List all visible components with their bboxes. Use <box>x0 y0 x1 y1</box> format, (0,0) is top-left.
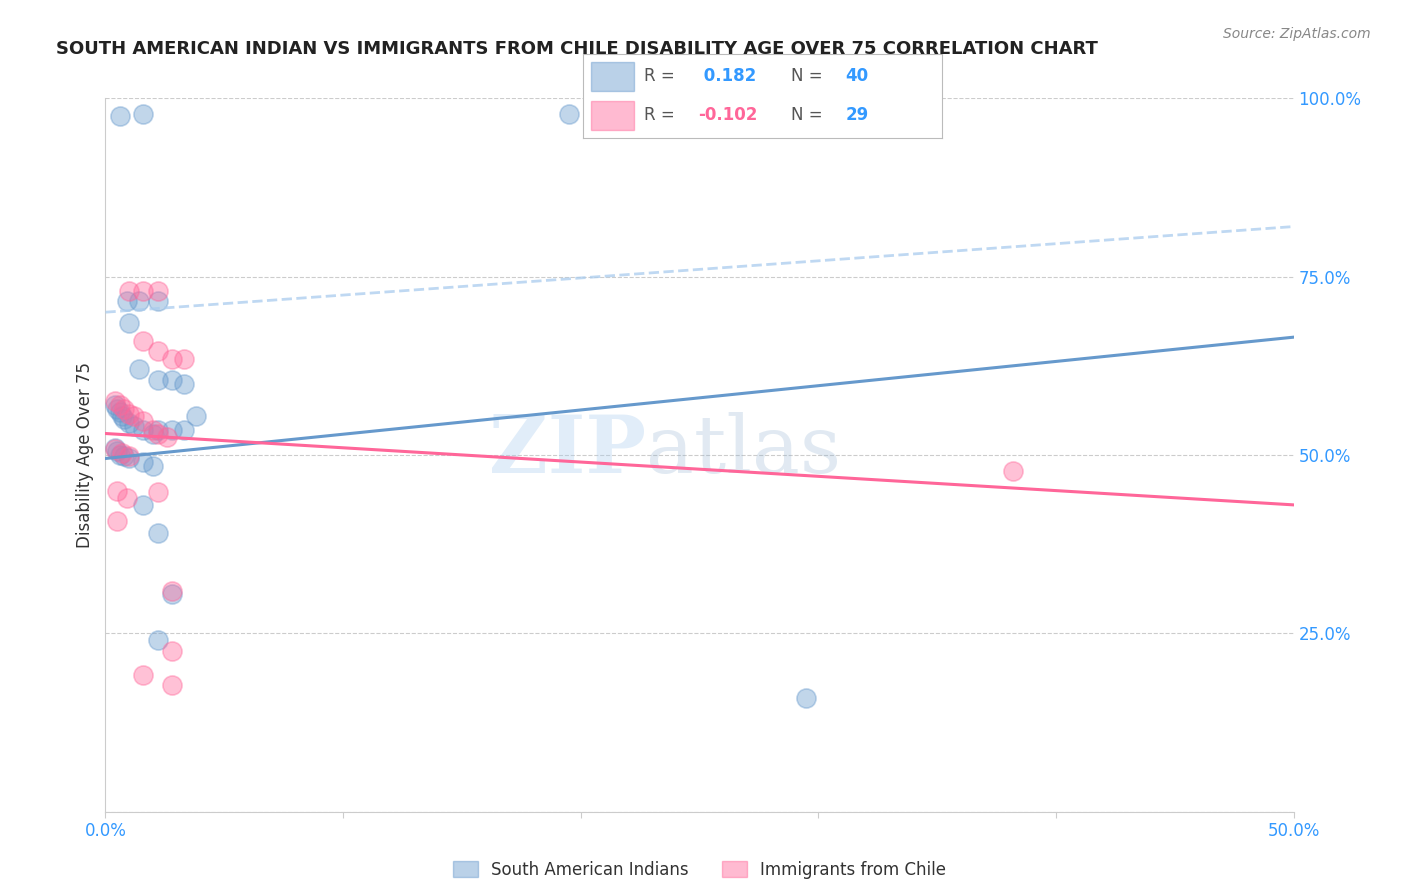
Text: -0.102: -0.102 <box>699 106 758 124</box>
Text: N =: N = <box>792 68 828 86</box>
Point <box>118 316 141 330</box>
Point <box>111 409 134 423</box>
Point <box>142 458 165 473</box>
Bar <box>591 101 634 130</box>
Point <box>108 109 131 123</box>
Point <box>108 398 131 412</box>
Point <box>146 485 169 500</box>
Point <box>118 284 141 298</box>
Point <box>105 401 128 416</box>
Point <box>184 409 207 423</box>
Point <box>160 423 183 437</box>
Point <box>142 423 165 437</box>
Point <box>558 107 581 121</box>
Point <box>122 409 145 423</box>
Point <box>114 412 136 426</box>
Text: 0.182: 0.182 <box>699 68 756 86</box>
Point <box>132 423 155 437</box>
Point <box>160 587 183 601</box>
Point <box>146 423 169 437</box>
Point <box>108 448 131 462</box>
Point <box>132 455 155 469</box>
Text: Source: ZipAtlas.com: Source: ZipAtlas.com <box>1223 27 1371 41</box>
Point <box>146 526 169 541</box>
Point <box>105 483 128 498</box>
Point <box>146 284 169 298</box>
Point <box>122 419 145 434</box>
Point <box>132 667 155 681</box>
Point <box>796 690 818 705</box>
Point <box>104 394 127 409</box>
Point <box>132 334 155 348</box>
Point <box>160 678 183 692</box>
Point <box>105 444 128 458</box>
Point <box>118 416 141 430</box>
Text: atlas: atlas <box>645 412 841 491</box>
Legend: South American Indians, Immigrants from Chile: South American Indians, Immigrants from … <box>446 855 953 886</box>
Text: SOUTH AMERICAN INDIAN VS IMMIGRANTS FROM CHILE DISABILITY AGE OVER 75 CORRELATIO: SOUTH AMERICAN INDIAN VS IMMIGRANTS FROM… <box>56 40 1098 58</box>
Text: R =: R = <box>644 68 681 86</box>
Text: R =: R = <box>644 106 681 124</box>
Point <box>173 423 195 437</box>
Point <box>108 405 131 419</box>
Point <box>160 373 183 387</box>
Point <box>132 498 155 512</box>
Point <box>114 450 136 464</box>
Point <box>156 430 179 444</box>
Point <box>146 373 169 387</box>
Point <box>128 294 150 309</box>
Point <box>104 442 127 457</box>
Point <box>146 633 169 648</box>
Point <box>128 362 150 376</box>
Point <box>132 414 155 428</box>
Point <box>132 107 155 121</box>
Point <box>118 451 141 466</box>
Point <box>1002 464 1025 478</box>
Point <box>173 351 195 366</box>
Point <box>118 450 141 464</box>
Point <box>132 284 155 298</box>
Point <box>115 491 138 505</box>
Point <box>146 344 169 359</box>
Point <box>114 401 136 416</box>
Y-axis label: Disability Age Over 75: Disability Age Over 75 <box>76 362 94 548</box>
Text: 40: 40 <box>845 68 869 86</box>
Point <box>173 376 195 391</box>
Text: N =: N = <box>792 106 828 124</box>
Point <box>118 407 141 421</box>
Text: ZIP: ZIP <box>489 412 645 491</box>
Bar <box>591 62 634 91</box>
Point <box>115 294 138 309</box>
Point <box>160 644 183 658</box>
Point <box>160 583 183 598</box>
Point <box>142 426 165 441</box>
Point <box>146 294 169 309</box>
Point <box>146 426 169 441</box>
Point <box>104 441 127 455</box>
Point <box>105 514 128 528</box>
Point <box>104 398 127 412</box>
Text: 29: 29 <box>845 106 869 124</box>
Point <box>111 446 134 460</box>
Point <box>160 351 183 366</box>
